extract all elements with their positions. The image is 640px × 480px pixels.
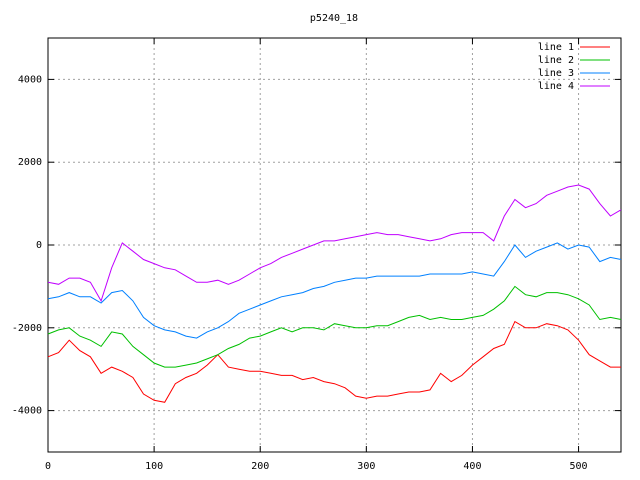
x-tick-label: 300 bbox=[357, 461, 375, 472]
series-line bbox=[47, 242, 622, 339]
x-tick-label: 0 bbox=[45, 461, 51, 472]
series-line bbox=[47, 285, 622, 368]
x-tick-label: 200 bbox=[251, 461, 269, 472]
y-tick-label: -2000 bbox=[12, 323, 42, 334]
legend-label: line 2 bbox=[538, 55, 574, 66]
x-tick-label: 400 bbox=[463, 461, 481, 472]
legend-label: line 3 bbox=[538, 68, 574, 79]
legend-label: line 4 bbox=[538, 81, 574, 92]
y-tick-label: 0 bbox=[36, 240, 42, 251]
x-tick-label: 500 bbox=[570, 461, 588, 472]
series-line bbox=[47, 320, 621, 403]
legend-label: line 1 bbox=[538, 42, 574, 53]
y-tick-label: -4000 bbox=[12, 406, 42, 417]
y-tick-label: 4000 bbox=[18, 74, 42, 85]
chart-title: p5240_18 bbox=[310, 13, 358, 24]
series-line bbox=[47, 184, 622, 303]
plot-border bbox=[47, 37, 622, 453]
x-tick-label: 100 bbox=[145, 461, 163, 472]
y-tick-label: 2000 bbox=[18, 157, 42, 168]
